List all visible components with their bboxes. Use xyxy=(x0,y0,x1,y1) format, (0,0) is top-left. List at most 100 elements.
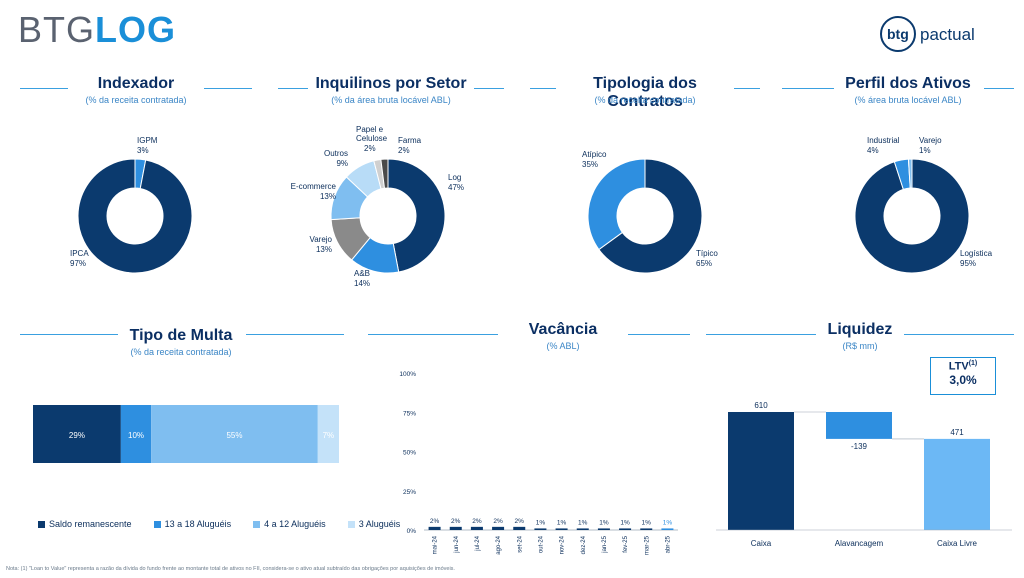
multa-bar-3-alugueis xyxy=(317,405,339,463)
vac-cat-fev-25: fev-25 xyxy=(623,535,629,552)
legend-saldo-remanescente: Saldo remanescente xyxy=(38,519,132,529)
legend-swatch xyxy=(153,520,161,528)
slice-label-varejo: Varejo 13% xyxy=(309,235,332,254)
liquidez-rule-right xyxy=(904,334,1014,335)
perfil-title: Perfil dos Ativos xyxy=(845,75,971,92)
liquidez-waterfall-chart: 610 Caixa -139 Alavancagem 471 Caixa Livre xyxy=(716,401,1012,548)
ltv-sup: (1) xyxy=(968,360,978,367)
ytick-2: 50% xyxy=(403,450,416,457)
perfil-donut xyxy=(854,158,970,274)
legend-text: 4 a 12 Aluguéis xyxy=(264,519,326,529)
slice-label-atipico: Atípico 35% xyxy=(582,150,607,169)
legend-13-a-18-alugueis: 13 a 18 Aluguéis xyxy=(153,519,232,529)
vac-bar-ago-24 xyxy=(492,526,505,530)
slice-log xyxy=(387,158,446,273)
btg-text: btg xyxy=(887,26,909,42)
vac-bar-abr-25 xyxy=(661,528,674,530)
slice-label-e-commerce: E-commerce 13% xyxy=(291,182,337,201)
vac-bar-nov-24 xyxy=(555,528,568,530)
liq-label-caixa-livre: 471 xyxy=(950,428,964,437)
slice-label-industrial: Industrial 4% xyxy=(867,136,900,155)
liquidez-subtitle: (R$ mm) xyxy=(842,341,878,351)
vac-bar-mar-25 xyxy=(640,528,653,530)
vac-bar-mai-24 xyxy=(428,526,441,530)
vac-bar-jul-24 xyxy=(470,526,483,530)
slice-label-logistica: Logística 95% xyxy=(960,249,993,268)
vac-label-jul-24: 2% xyxy=(472,518,482,525)
vac-bar-jun-24 xyxy=(449,526,462,530)
perfil-subtitle: (% área bruta locável ABL) xyxy=(854,95,962,105)
liq-cat-caixa: Caixa xyxy=(751,539,772,548)
vac-label-dez-24: 1% xyxy=(578,519,588,526)
tipologia-rule-right xyxy=(734,88,760,89)
vac-cat-dez-24: dez-24 xyxy=(581,535,587,554)
legend-text: 3 Aluguéis xyxy=(358,519,401,529)
vac-label-ago-24: 2% xyxy=(493,518,503,525)
indexador-subtitle: (% da receita contratada) xyxy=(85,95,187,105)
btglog-logo: BTGLOG xyxy=(18,9,177,50)
vacancia-column-chart: 0% 25% 50% 75% 100% 2% mai-24 2% jun-24 2% jul-24… xyxy=(399,371,678,555)
multa-title: Tipo de Multa xyxy=(129,327,233,344)
multa-subtitle: (% da receita contratada) xyxy=(130,347,232,357)
btg-pactual-logo: btg pactual xyxy=(878,14,1000,54)
liq-bar-alavancagem xyxy=(826,412,892,439)
slice-label-log: Log 47% xyxy=(448,173,464,192)
slice-label-farma: Farma 2% xyxy=(398,136,422,155)
vac-cat-ago-24: ago-24 xyxy=(496,535,502,554)
vac-cat-nov-24: nov-24 xyxy=(560,535,566,554)
liq-label-alavancagem: -139 xyxy=(851,442,868,451)
vac-bar-set-24 xyxy=(513,526,526,530)
multa-rule-right xyxy=(246,334,344,335)
multa-bar-13-a-18-alugueis xyxy=(120,405,152,463)
perfil-rule-left xyxy=(782,88,834,89)
multa-bar-chart: 29% 10% 55% 7% xyxy=(33,405,339,463)
vac-cat-jan-25: jan-25 xyxy=(602,535,608,553)
vacancia-rule-left xyxy=(368,334,498,335)
multa-label-4-a-12-alugueis: 55% xyxy=(226,431,242,440)
slice-tipico xyxy=(598,158,703,274)
vacancia-subtitle: (% ABL) xyxy=(546,341,580,351)
legend-swatch xyxy=(38,520,45,528)
tipologia-subtitle: (% da receita contratada) xyxy=(594,95,696,105)
slice-logistica xyxy=(854,158,970,274)
indexador-rule-right xyxy=(204,88,252,89)
vac-label-nov-24: 1% xyxy=(557,519,567,526)
ytick-0: 0% xyxy=(407,528,417,535)
liq-bar-caixa-livre xyxy=(924,438,990,530)
slice-label-varejo: Varejo 1% xyxy=(919,136,942,155)
footnote: Nota: (1) "Loan to Value" representa a r… xyxy=(6,566,455,572)
liquidez-title: Liquidez xyxy=(827,321,893,338)
slice-atipico xyxy=(587,158,646,251)
perfil-rule-right xyxy=(984,88,1014,89)
vac-label-jun-24: 2% xyxy=(451,518,461,525)
inquilinos-donut xyxy=(330,158,446,274)
slice-ipca xyxy=(77,158,193,274)
vac-cat-jun-24: jun-24 xyxy=(454,535,460,553)
liq-cat-caixa-livre: Caixa Livre xyxy=(937,539,978,548)
indexador-title: Indexador xyxy=(97,75,175,92)
donut-charts-layer: IGPM 3% IPCA 97% Log 47% A&B 14% Varejo 13% E-comm… xyxy=(70,125,993,288)
vac-label-fev-25: 1% xyxy=(620,519,630,526)
vac-cat-abr-25: abr-25 xyxy=(665,535,671,553)
vac-bar-dez-24 xyxy=(576,528,589,530)
ltv-value: 3,0% xyxy=(949,372,977,387)
legend-swatch xyxy=(253,520,261,528)
ytick-4: 100% xyxy=(399,371,416,378)
vac-cat-mai-24: mai-24 xyxy=(433,535,439,554)
vac-label-mar-25: 1% xyxy=(642,519,652,526)
vac-cat-out-24: out-24 xyxy=(538,535,544,553)
tipologia-donut xyxy=(587,158,703,274)
legend-text: 13 a 18 Aluguéis xyxy=(164,519,232,529)
ytick-3: 75% xyxy=(403,410,416,417)
liq-cat-alavancagem: Alavancagem xyxy=(835,539,884,548)
donut-labels: IGPM 3% IPCA 97% Log 47% A&B 14% Varejo 13% E-comm… xyxy=(70,125,993,288)
slice-varejo xyxy=(907,158,913,189)
inquilinos-title: Inquilinos por Setor xyxy=(315,75,467,92)
multa-label-saldo-remanescente: 29% xyxy=(69,431,85,440)
ltv-box: LTV(1) 3,0% xyxy=(930,357,996,395)
vac-label-abr-25: 1% xyxy=(663,519,673,526)
liq-bar-caixa xyxy=(728,412,794,530)
vac-bar-jan-25 xyxy=(597,528,610,530)
legend-3-alugueis: 3 Aluguéis xyxy=(347,519,401,529)
inquilinos-rule-right xyxy=(474,88,504,89)
